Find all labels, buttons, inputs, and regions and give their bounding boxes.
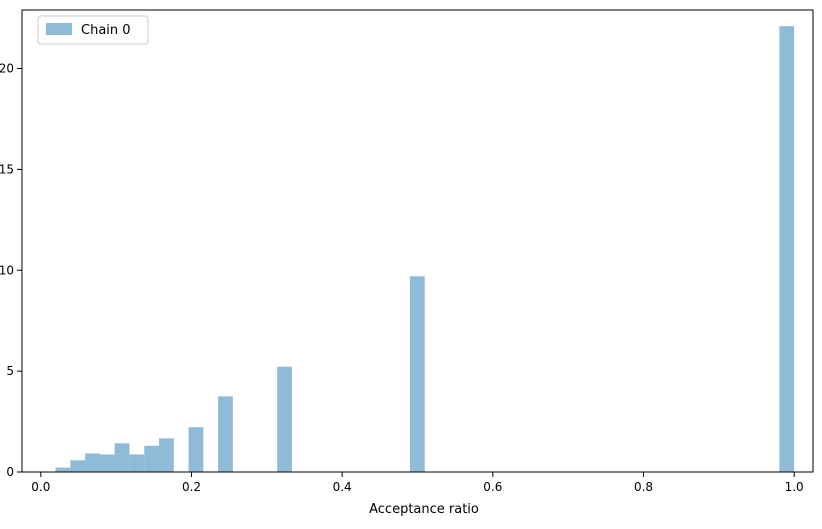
legend: Chain 0: [37, 15, 149, 45]
y-tick-label: 20: [0, 62, 14, 76]
histogram-bar: [159, 438, 174, 472]
histogram-bar: [99, 454, 115, 472]
legend-swatch: [46, 23, 72, 35]
x-tick-label: 1.0: [785, 480, 804, 494]
x-axis-label: Acceptance ratio: [369, 502, 479, 517]
legend-label: Chain 0: [81, 23, 131, 38]
x-tick-label: 0.6: [483, 480, 502, 494]
bars-layer: [55, 26, 795, 472]
y-tick-label: 5: [6, 364, 14, 378]
x-tick-label: 0.8: [634, 480, 653, 494]
histogram-bar: [277, 366, 292, 472]
plot-frame: [21, 9, 814, 473]
histogram-bar: [85, 453, 100, 472]
histogram-bar: [144, 445, 160, 472]
x-tick-label: 0.2: [182, 480, 201, 494]
y-tick-label: 0: [6, 465, 14, 479]
x-axis-ticks: 0.0 0.2 0.4 0.6 0.8 1.0: [31, 472, 804, 494]
histogram-bar: [55, 467, 71, 472]
histogram-bar: [218, 396, 233, 472]
x-tick-label: 0.0: [31, 480, 50, 494]
y-tick-label: 10: [0, 263, 14, 277]
histogram-bar: [409, 276, 425, 472]
histogram-bar: [70, 460, 86, 472]
y-axis-ticks: 0 5 10 15 20: [0, 62, 22, 479]
histogram-bar: [779, 26, 795, 472]
histogram-bar: [188, 427, 204, 472]
histogram-bar: [129, 454, 145, 472]
x-tick-label: 0.4: [333, 480, 352, 494]
y-tick-label: 15: [0, 162, 14, 176]
histogram-bar: [114, 443, 130, 472]
